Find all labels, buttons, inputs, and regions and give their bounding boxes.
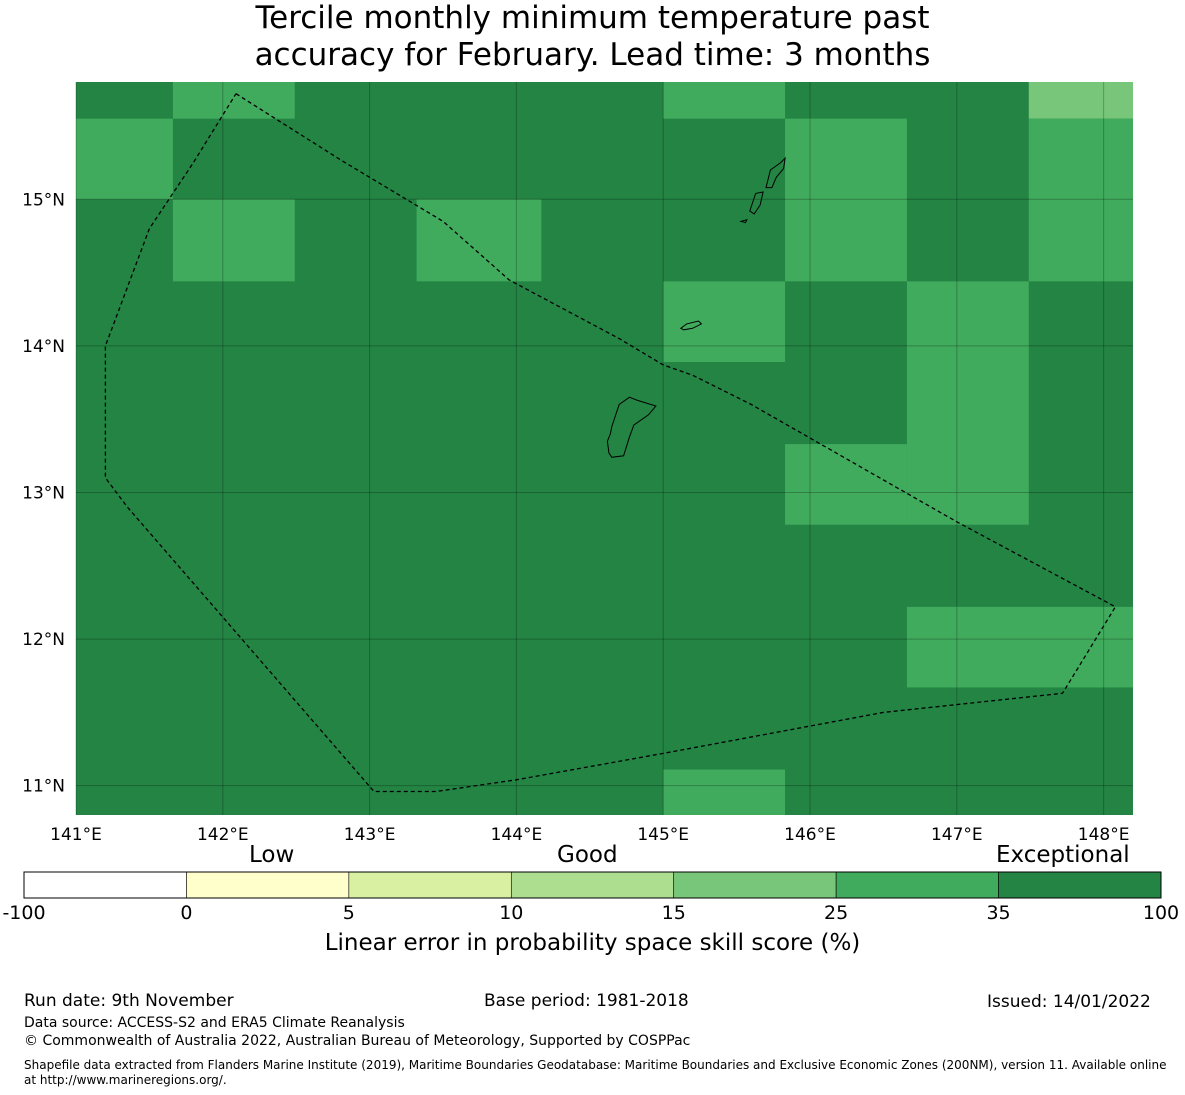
longitude-tick-label: 145°E xyxy=(637,825,689,845)
data-source: Data source: ACCESS-S2 and ERA5 Climate … xyxy=(24,1015,405,1031)
grid-cell xyxy=(416,199,542,282)
latitude-tick-label: 12°N xyxy=(22,630,65,650)
grid-cell xyxy=(172,82,295,119)
colorbar-tick-label: 10 xyxy=(499,902,524,924)
island-outline xyxy=(749,191,764,215)
skill-score-map: 141°E 142°E 143°E 144°E 145°E 146°E 147°E 148°E… xyxy=(22,82,1133,845)
grid-cell xyxy=(785,118,907,282)
longitude-tick-label: 148°E xyxy=(1078,825,1130,845)
longitude-tick-label: 142°E xyxy=(197,825,249,845)
shapefile-credit-line-2: at http://www.marineregions.org/. xyxy=(24,1073,227,1087)
colorbar-tick-label: 5 xyxy=(342,902,355,924)
title-line-1: Tercile monthly minimum temperature past xyxy=(255,0,930,36)
colorbar-word-exceptional: Exceptional xyxy=(996,842,1130,868)
latitude-tick-label: 14°N xyxy=(22,337,65,357)
colorbar-segment xyxy=(510,871,675,899)
grid-cell xyxy=(906,606,1133,688)
longitude-tick-label: 147°E xyxy=(931,825,983,845)
latitude-labels: 15°N 14°N 13°N 12°N 11°N xyxy=(22,190,65,796)
copyright: © Commonwealth of Australia 2022, Austra… xyxy=(24,1033,691,1049)
grid-cell xyxy=(1028,82,1133,119)
latitude-tick-label: 11°N xyxy=(22,777,65,797)
island-outline xyxy=(679,320,703,331)
islands xyxy=(606,156,786,458)
grid-cell xyxy=(76,82,173,119)
longitude-tick-label: 143°E xyxy=(344,825,396,845)
grid-cell xyxy=(1028,118,1133,282)
shapefile-credit-line-1: Shapefile data extracted from Flanders M… xyxy=(24,1058,1167,1072)
grid-cell xyxy=(663,769,786,815)
colorbar-tick-label: 25 xyxy=(824,902,849,924)
grid-cell xyxy=(172,199,295,282)
colorbar-segment xyxy=(673,871,837,899)
island-outline xyxy=(765,156,786,189)
longitude-labels: 141°E 142°E 143°E 144°E 145°E 146°E 147°E 148°E xyxy=(50,825,1129,845)
grid-cell xyxy=(663,82,786,119)
run-date: Run date: 9th November xyxy=(24,991,234,1011)
grid-cells xyxy=(76,82,1133,815)
colorbar-tick-label: 100 xyxy=(1142,902,1180,924)
colorbar-segment xyxy=(835,871,999,899)
island-outline xyxy=(739,219,748,224)
longitude-tick-label: 146°E xyxy=(784,825,836,845)
colorbar-segment xyxy=(186,871,350,899)
colorbar xyxy=(23,871,1162,899)
colorbar-segment xyxy=(23,871,187,899)
grid-cell xyxy=(76,118,173,200)
colorbar-word-good: Good xyxy=(557,842,618,868)
grid-cell xyxy=(906,281,1029,525)
graticule xyxy=(75,82,1133,815)
issued-date: Issued: 14/01/2022 xyxy=(987,992,1151,1012)
colorbar-outline xyxy=(23,871,1162,899)
colorbar-tick-label: -100 xyxy=(2,902,46,924)
latitude-tick-label: 13°N xyxy=(22,483,65,503)
colorbar-word-low: Low xyxy=(249,842,295,868)
longitude-tick-label: 144°E xyxy=(491,825,543,845)
title-line-2: accuracy for February. Lead time: 3 mont… xyxy=(254,37,931,73)
colorbar-segment xyxy=(998,871,1162,899)
colorbar-label: Linear error in probability space skill … xyxy=(324,930,861,956)
grid-cell xyxy=(785,444,907,525)
base-period: Base period: 1981-2018 xyxy=(484,991,689,1011)
island-outline xyxy=(606,396,657,458)
eez-boundary xyxy=(104,93,1117,793)
map-title: Tercile monthly minimum temperature past… xyxy=(0,0,1185,74)
longitude-tick-label: 141°E xyxy=(50,825,102,845)
colorbar-segment xyxy=(348,871,512,899)
latitude-tick-label: 15°N xyxy=(22,190,65,210)
grid-cell xyxy=(663,281,786,363)
colorbar-tick-label: 15 xyxy=(661,902,686,924)
colorbar-tick-label: 35 xyxy=(986,902,1011,924)
colorbar-tick-label: 0 xyxy=(180,902,193,924)
